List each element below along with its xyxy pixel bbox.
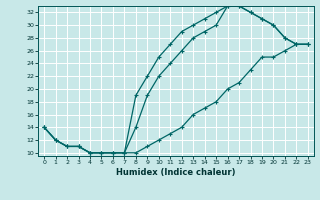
X-axis label: Humidex (Indice chaleur): Humidex (Indice chaleur)	[116, 168, 236, 177]
